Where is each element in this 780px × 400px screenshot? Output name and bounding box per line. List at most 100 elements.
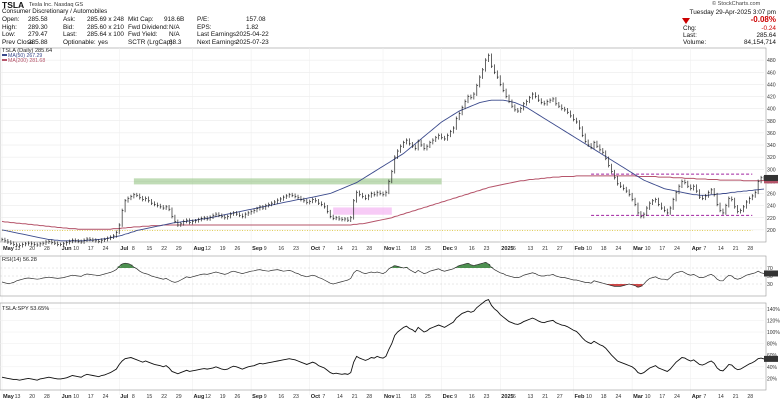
- stat-value: 285.64: [756, 32, 776, 39]
- stat-value: 2025-07-23: [236, 38, 269, 46]
- stat-value: yes: [98, 38, 108, 46]
- day-label: 12: [205, 246, 211, 252]
- pct-change: -0.08%: [750, 15, 776, 24]
- day-label: 21: [542, 394, 548, 400]
- rsi-line: [1, 262, 765, 288]
- stat-label: Last:: [683, 32, 697, 39]
- chart-header: TSLA Tesla Inc. Nasdaq GS Consumer Discr…: [0, 0, 780, 48]
- day-label: 11: [396, 246, 401, 252]
- stat-value: 84,154,714: [744, 39, 776, 46]
- y-tick-label: 440: [767, 82, 776, 88]
- stat-value: 2025-04-22: [236, 31, 269, 38]
- month-label: Sep: [252, 246, 263, 252]
- ma50-line: [1, 99, 765, 242]
- rsi-legend: RSI(14) 56.28: [2, 257, 37, 263]
- day-label: 8: [132, 394, 135, 400]
- sector-label: Consumer Discretionary / Automobiles: [2, 8, 108, 15]
- month-label: Jun: [62, 246, 73, 252]
- symbol-label: TSLA: [2, 0, 25, 10]
- stat-value: 289.30: [28, 23, 48, 31]
- day-label: 28: [747, 246, 753, 252]
- y-tick-label: 480: [767, 58, 776, 64]
- month-label: Jul: [120, 394, 129, 400]
- stat-label: Ask:: [63, 16, 76, 23]
- stat-value: 68.3: [169, 38, 182, 46]
- y-tick-label: 260: [767, 192, 776, 198]
- day-label: 20: [29, 246, 35, 252]
- ma50-legend: MA(50) 267.29: [8, 53, 42, 59]
- stat-label: Last:: [63, 31, 77, 38]
- day-label: 10: [645, 246, 651, 252]
- month-label: Jun: [62, 394, 73, 400]
- day-label: 24: [103, 246, 109, 252]
- day-label: 10: [586, 394, 592, 400]
- month-label: Apr: [692, 394, 702, 400]
- stat-label: EPS:: [197, 23, 212, 31]
- ma50-legend-swatch: [2, 54, 7, 56]
- day-label: 22: [161, 394, 167, 400]
- ma200-legend: MA(200) 281.68: [8, 58, 45, 64]
- month-label: Apr: [692, 246, 702, 252]
- relative-tick-label: 120%: [767, 318, 780, 324]
- rsi-overbought-fill: [117, 262, 494, 268]
- stat-value: 285.60 x 210: [87, 23, 124, 31]
- day-label: 7: [703, 394, 706, 400]
- y-tick-label: 460: [767, 70, 776, 76]
- day-label: 23: [484, 394, 490, 400]
- stat-label: Low:: [2, 31, 16, 38]
- day-label: 25: [425, 246, 431, 252]
- day-label: 10: [645, 394, 651, 400]
- relative-panel-frame: [0, 302, 767, 391]
- stat-label: Mkt Cap:: [128, 16, 154, 23]
- month-label: Aug: [194, 246, 205, 252]
- day-label: 17: [88, 394, 94, 400]
- stat-label: SCTR (LrgCap):: [128, 38, 175, 46]
- day-label: 10: [586, 246, 592, 252]
- y-tick-label: 400: [767, 107, 776, 113]
- stat-value: N/A: [169, 23, 180, 31]
- day-label: 28: [366, 394, 372, 400]
- stat-value: 285.64 x 100: [87, 31, 124, 38]
- exchange-label: Tesla Inc. Nasdaq GS: [29, 1, 84, 8]
- day-label: 21: [542, 246, 548, 252]
- day-label: 28: [44, 246, 50, 252]
- month-label: 2025: [501, 246, 513, 252]
- price-legend: TSLA (Daily) 285.64: [2, 48, 52, 54]
- day-label: 18: [601, 394, 607, 400]
- relative-tick-label: 140%: [767, 307, 780, 313]
- day-label: 7: [322, 394, 325, 400]
- day-label: 9: [264, 394, 267, 400]
- day-label: 7: [703, 246, 706, 252]
- day-label: 10: [73, 394, 79, 400]
- relative-tag: [764, 355, 778, 362]
- day-label: 15: [147, 246, 153, 252]
- rsi-tag: [764, 270, 778, 277]
- day-label: 13: [15, 394, 21, 400]
- stat-value: 285.58: [28, 16, 48, 23]
- y-tick-label: 420: [767, 95, 776, 101]
- day-label: 26: [234, 394, 240, 400]
- day-label: 18: [410, 246, 416, 252]
- stat-label: P/E:: [197, 16, 210, 23]
- ma200-legend-swatch: [2, 59, 7, 61]
- stat-label: Chg:: [683, 25, 697, 32]
- day-label: 6: [513, 246, 516, 252]
- day-label: 13: [15, 246, 21, 252]
- stat-label: Bid:: [63, 23, 75, 31]
- y-tick-label: 220: [767, 216, 776, 222]
- rsi-oversold-fill: [607, 284, 643, 288]
- day-label: 16: [469, 246, 475, 252]
- rsi-tick-label: 50: [767, 274, 773, 280]
- day-label: 14: [337, 246, 343, 252]
- day-label: 9: [454, 246, 457, 252]
- stat-value: 157.08: [246, 16, 266, 23]
- stat-label: High:: [2, 23, 17, 31]
- day-label: 29: [176, 246, 182, 252]
- support-zone: [133, 178, 442, 185]
- month-label: 2025: [501, 394, 513, 400]
- day-label: 17: [659, 394, 665, 400]
- day-label: 17: [88, 246, 94, 252]
- day-label: 14: [718, 394, 724, 400]
- day-label: 21: [733, 246, 739, 252]
- day-label: 22: [161, 246, 167, 252]
